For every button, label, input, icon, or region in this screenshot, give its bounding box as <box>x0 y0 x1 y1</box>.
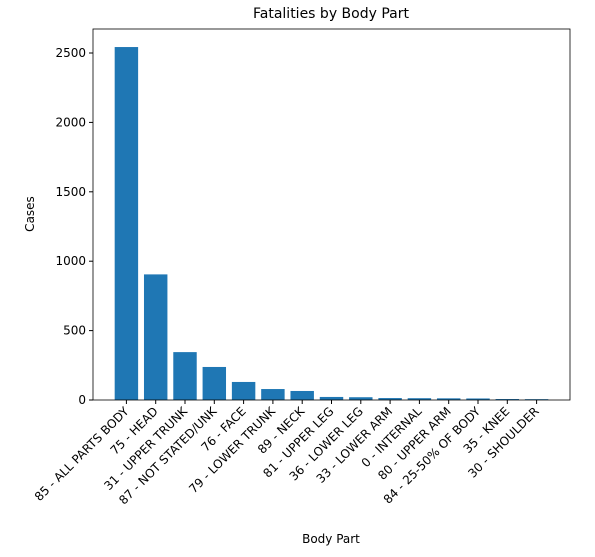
chart-title: Fatalities by Body Part <box>253 6 409 22</box>
y-axis-label: Cases <box>23 196 37 232</box>
x-axis-label: Body Part <box>302 532 360 546</box>
bar <box>202 366 227 400</box>
y-tick-label: 500 <box>63 324 86 338</box>
bar <box>231 381 256 400</box>
bar <box>436 398 461 400</box>
y-tick-label: 2000 <box>55 115 86 129</box>
bar <box>378 398 402 400</box>
y-tick-label: 2500 <box>55 46 86 60</box>
bar <box>349 397 373 400</box>
bar <box>319 396 344 400</box>
y-tick-label: 1500 <box>55 185 86 199</box>
bar <box>114 47 139 400</box>
bar <box>173 352 197 400</box>
bar <box>407 398 432 400</box>
bar <box>466 398 490 400</box>
bar <box>495 399 520 400</box>
bar <box>143 274 168 400</box>
plot-frame <box>92 28 571 401</box>
bar <box>290 390 314 400</box>
y-tick-label: 1000 <box>55 254 86 268</box>
bar <box>261 389 285 400</box>
bar <box>524 399 549 400</box>
y-tick-label: 0 <box>78 393 86 407</box>
